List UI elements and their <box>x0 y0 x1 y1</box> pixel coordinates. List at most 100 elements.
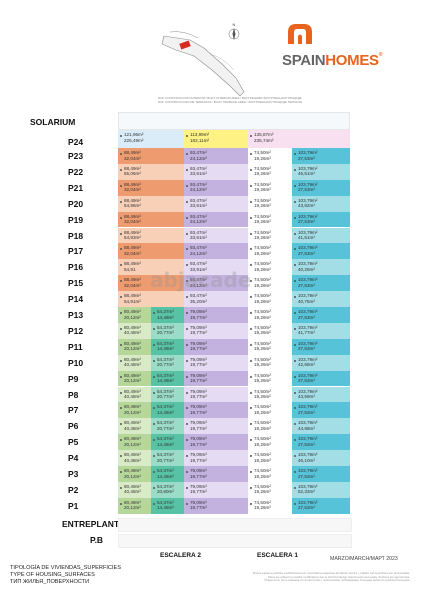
floor-label-p16: P16 <box>68 262 84 273</box>
floor-label-p12: P12 <box>68 325 84 336</box>
unit-cell-p5-3: 74,50m² 19,26m² <box>248 434 292 451</box>
unit-cell-p14-3: 74,50m² 19,26m² <box>248 291 292 307</box>
unit-cell-p21-2: 93,47m² 24,12m² <box>184 179 248 196</box>
unit-cell-p16-1: 88,49m² 54,91 <box>118 259 184 276</box>
unit-cell-p12-4: 103,79m² 41,77m² <box>292 322 350 339</box>
floor-label-p17: P17 <box>68 246 84 257</box>
unit-cell-p4-0: 80,49m² 40,48m² <box>118 450 151 466</box>
unit-cell-p2-1: 54,37m² 20,80m² <box>151 481 184 498</box>
site-map: N <box>161 22 245 97</box>
map-caption: NUF CONSTRUCCION INTERIOR / BUILT INTERI… <box>100 96 360 104</box>
unit-cell-p20-1: 88,49m² 54,96m² <box>118 195 184 212</box>
footer-line-2: TYPE OF HOUSING_SURFACES <box>10 572 95 578</box>
unit-cell-p10-3: 74,50m² 19,26m² <box>248 354 292 371</box>
unit-cell-p11-0: 80,49m² 20,12m² <box>118 338 151 355</box>
unit-cell-p12-1: 54,37m² 20,77m² <box>151 322 184 339</box>
caption-line-1: NUF CONSTRUCCION INTERIOR / BUILT INTERI… <box>158 96 302 100</box>
floor-label-p1: P1 <box>68 500 79 511</box>
unit-cell-p20-3: 74,50m² 19,26m² <box>248 195 292 212</box>
unit-cell-p6-1: 54,37m² 20,77m² <box>151 418 184 435</box>
unit-cell-p15-3: 74,50m² 19,26m² <box>248 275 292 292</box>
unit-cell-p3-3: 74,50m² 19,26m² <box>248 466 292 482</box>
unit-cell-p13-1: 54,37m² 14,48m² <box>151 307 184 323</box>
unit-cell-p1-1: 54,37m² 14,48m² <box>151 497 184 514</box>
unit-cell-p12-2: 79,09m² 19,77m² <box>184 322 248 339</box>
unit-cell-p23-2: 93,47m² 24,12m² <box>184 148 248 164</box>
unit-cell-p2-4: 103,79m² 52,33m² <box>292 481 350 498</box>
unit-cell-p8-4: 103,79m² 43,59m² <box>292 386 350 403</box>
disclaimer: Planos sujetos a posibles modificaciones… <box>252 572 410 583</box>
unit-cell-p21-1: 88,49m² 32,04m² <box>118 179 184 196</box>
unit-cell-p4-1: 54,37m² 20,77m² <box>151 450 184 466</box>
footer-line-3: ТИП ЖИЛЬЯ_ПОВЕРХНОСТИ <box>10 579 90 585</box>
escalera-1-label: ESCALERA 1 <box>257 552 298 559</box>
floor-label-p9: P9 <box>68 373 79 384</box>
unit-cell-p4-2: 79,09m² 19,77m² <box>184 450 248 466</box>
unit-cell-p18-1: 88,49m² 54,93m² <box>118 227 184 244</box>
unit-cell-p10-0: 80,49m² 40,48m² <box>118 354 151 371</box>
unit-cell-p16-2: 93,47m² 33,91m² <box>184 259 248 276</box>
floor-label-p18: P18 <box>68 230 84 241</box>
unit-cell-p7-1: 54,37m² 14,48m² <box>151 402 184 419</box>
coastline-map <box>161 31 245 97</box>
compass-label: N <box>233 22 236 27</box>
unit-cell-p2-2: 79,09m² 19,77m² <box>184 481 248 498</box>
logo-icon <box>288 24 312 44</box>
unit-cell-p17-2: 93,47m² 24,12m² <box>184 243 248 260</box>
floor-label-p15: P15 <box>68 278 84 289</box>
unit-cell-p19-1: 88,49m² 32,04m² <box>118 211 184 228</box>
floor-label-p22: P22 <box>68 166 84 177</box>
unit-cell-p6-0: 80,49m² 40,48m² <box>118 418 151 435</box>
unit-cell-p11-3: 74,50m² 19,26m² <box>248 338 292 355</box>
unit-cell-p16-3: 74,50m² 19,26m² <box>248 259 292 276</box>
unit-cell-p11-4: 103,79m² 27,53m² <box>292 338 350 355</box>
unit-cell-p4-4: 103,79m² 46,10m² <box>292 450 350 466</box>
solarium-label: SOLARIUM <box>30 117 76 127</box>
unit-cell-p22-2: 93,47m² 33,91m² <box>184 163 248 180</box>
unit-cell-p19-2: 93,47m² 24,12m² <box>184 211 248 228</box>
unit-cell-p22-3: 74,50m² 19,26m² <box>248 163 292 180</box>
unit-cell-p3-1: 54,37m² 14,48m² <box>151 466 184 482</box>
unit-cell-p16-4: 103,79m² 40,25m² <box>292 259 350 276</box>
unit-cell-p10-4: 103,79m² 42,68m² <box>292 354 350 371</box>
unit-cell-p24-c: 135,87m² 235,74m² <box>248 130 350 148</box>
unit-cell-p21-3: 74,50m² 19,26m² <box>248 179 292 196</box>
unit-cell-p8-2: 79,09m² 19,77m² <box>184 386 248 403</box>
unit-cell-p20-2: 93,47m² 33,91m² <box>184 195 248 212</box>
unit-cell-p7-2: 79,09m² 19,77m² <box>184 402 248 419</box>
unit-cell-p18-4: 103,79m² 41,51m² <box>292 227 350 244</box>
pb-label: P.B <box>90 535 104 545</box>
caption-line-2: NUF CONSTRUCCION DE TERRAZAS / BUILT TER… <box>157 100 303 104</box>
floor-label-p14: P14 <box>68 294 84 305</box>
floor-label-p8: P8 <box>68 389 79 400</box>
unit-cell-p17-3: 74,50m² 19,26m² <box>248 243 292 260</box>
floor-label-p2: P2 <box>68 484 79 495</box>
unit-cell-p8-3: 74,50m² 19,26m² <box>248 386 292 403</box>
unit-cell-p17-4: 103,79m² 27,53m² <box>292 243 350 260</box>
floor-label-p23: P23 <box>68 151 84 161</box>
floor-label-p19: P19 <box>68 214 84 225</box>
floor-label-p20: P20 <box>68 198 84 209</box>
unit-cell-p1-3: 74,50m² 19,26m² <box>248 497 292 514</box>
unit-cell-p13-2: 79,09m² 19,77m² <box>184 307 248 323</box>
unit-cell-p13-0: 80,49m² 20,12m² <box>118 307 151 323</box>
unit-cell-p23-4: 103,79m² 27,53m² <box>292 148 350 164</box>
unit-cell-p7-3: 74,50m² 19,26m² <box>248 402 292 419</box>
unit-cell-p4-3: 74,50m² 19,26m² <box>248 450 292 466</box>
unit-cell-p10-2: 79,09m² 19,77m² <box>184 354 248 371</box>
unit-cell-p19-3: 74,50m² 19,26m² <box>248 211 292 228</box>
unit-cell-p14-2: 93,47m² 35,20m² <box>184 291 248 307</box>
unit-cell-p5-4: 103,79m² 27,53m² <box>292 434 350 451</box>
floor-label-p24: P24 <box>68 137 84 147</box>
unit-cell-p5-0: 80,49m² 20,12m² <box>118 434 151 451</box>
unit-cell-p7-0: 80,49m² 20,12m² <box>118 402 151 419</box>
unit-cell-p11-1: 54,37m² 14,48m² <box>151 338 184 355</box>
brand-logo: SPAINHOMES® <box>282 52 383 69</box>
entreplanta-label: ENTREPLANTA <box>62 519 125 529</box>
unit-cell-p13-4: 103,79m² 27,53m² <box>292 307 350 323</box>
unit-cell-p22-1: 88,49m² 55,06m² <box>118 163 184 180</box>
unit-cell-p24-a: 121,96m² 225,49m² <box>118 130 184 148</box>
plot-marker <box>179 40 191 50</box>
unit-cell-p3-2: 79,09m² 19,77m² <box>184 466 248 482</box>
unit-cell-p3-0: 80,49m² 20,12m² <box>118 466 151 482</box>
